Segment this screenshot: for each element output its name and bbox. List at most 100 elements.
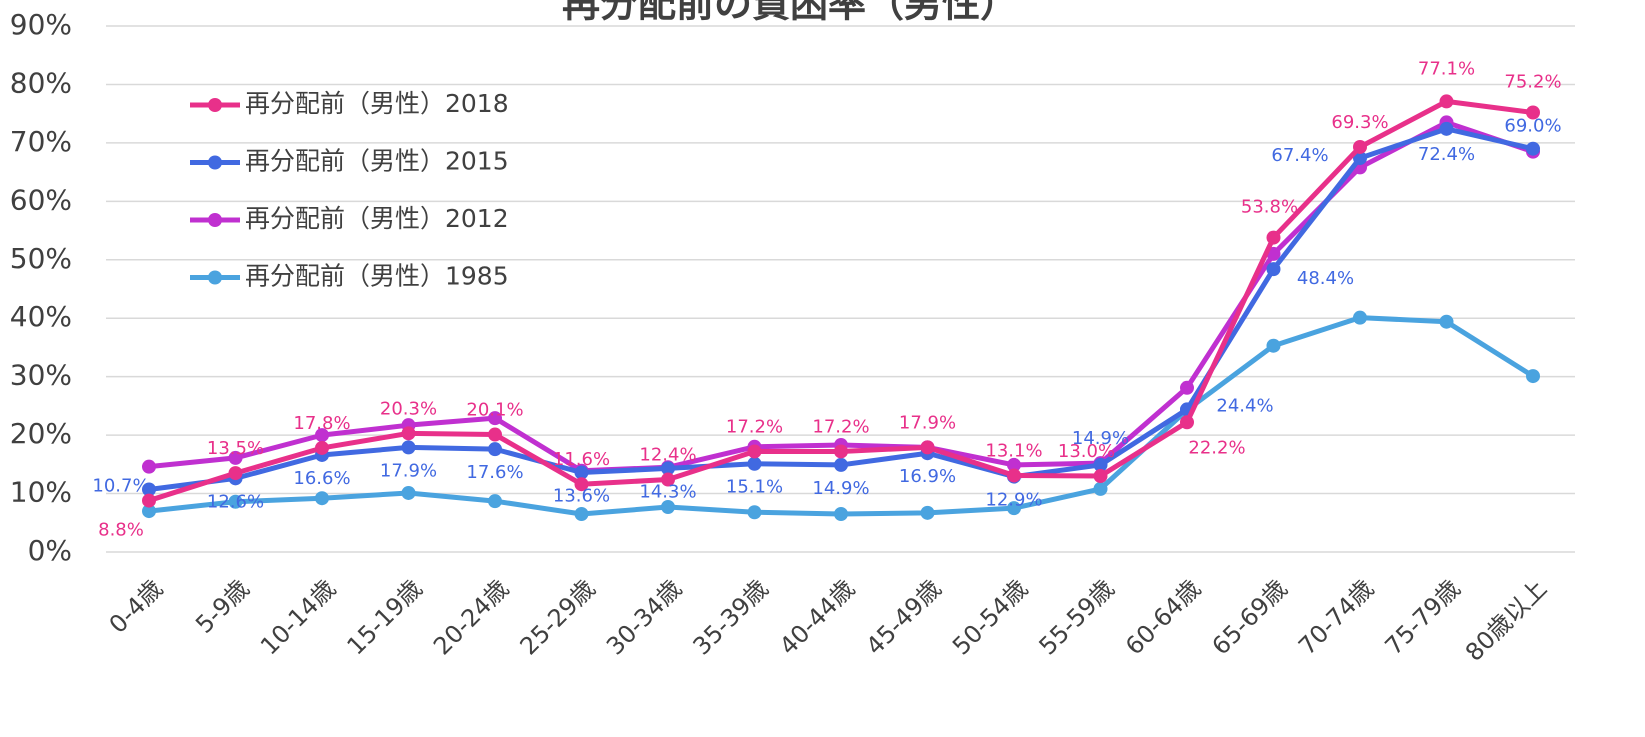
point [401, 426, 416, 441]
point [1526, 105, 1540, 120]
point [1180, 415, 1194, 430]
y-tick-label: 20% [10, 417, 72, 450]
data-label: 69.3% [1331, 112, 1388, 133]
point [142, 459, 156, 474]
point [661, 499, 675, 514]
legend-label: 再分配前（男性）2015 [245, 147, 509, 176]
point [834, 444, 848, 459]
legend-label: 再分配前（男性）1985 [245, 262, 509, 291]
data-label: 13.6% [553, 486, 610, 507]
data-label: 17.6% [466, 462, 523, 483]
point [315, 440, 329, 455]
point [920, 505, 935, 520]
legend-marker [208, 213, 222, 227]
point [401, 440, 416, 455]
y-tick-label: 30% [10, 359, 72, 392]
data-label: 75.2% [1504, 71, 1561, 92]
point [315, 428, 329, 443]
x-tick-label: 55-59歳 [1034, 574, 1120, 660]
x-tick-label: 60-64歳 [1120, 574, 1206, 660]
data-label: 72.4% [1418, 144, 1475, 165]
point [920, 440, 935, 455]
data-label: 13.1% [985, 440, 1042, 461]
point [747, 505, 762, 520]
x-tick-label: 20-24歳 [428, 574, 514, 660]
point [1007, 457, 1021, 472]
x-tick-label: 40-44歳 [774, 574, 860, 660]
point [488, 442, 502, 457]
data-label: 8.8% [98, 520, 144, 541]
point [1180, 380, 1194, 395]
point [488, 427, 502, 442]
point [1353, 139, 1367, 154]
data-label: 16.9% [899, 466, 956, 487]
x-tick-label: 50-54歳 [947, 574, 1033, 660]
data-label: 14.9% [1072, 428, 1129, 449]
point [834, 457, 848, 472]
x-tick-label: 80歳以上 [1460, 574, 1552, 666]
point [1007, 501, 1021, 516]
point [488, 411, 502, 426]
data-label: 16.6% [293, 468, 350, 489]
point [574, 465, 589, 480]
data-label: 48.4% [1297, 268, 1354, 289]
data-label: 10.7% [92, 475, 149, 496]
x-tick-label: 0-4歳 [104, 574, 168, 638]
x-tick-label: 75-79歳 [1380, 574, 1466, 660]
data-label: 17.2% [812, 416, 869, 437]
point [1093, 457, 1108, 472]
y-tick-label: 60% [10, 183, 72, 216]
point [1266, 262, 1281, 277]
x-tick-label: 45-49歳 [861, 574, 947, 660]
x-tick-label: 10-14歳 [255, 574, 341, 660]
data-label: 17.2% [726, 416, 783, 437]
data-label: 24.4% [1216, 395, 1273, 416]
point [142, 504, 156, 519]
point [747, 444, 762, 459]
data-label: 20.1% [466, 400, 523, 421]
point [142, 482, 156, 497]
point [1266, 338, 1281, 353]
y-tick-label: 50% [10, 242, 72, 275]
data-label: 14.3% [639, 481, 696, 502]
legend-marker [208, 98, 222, 112]
point [1439, 314, 1454, 329]
y-tick-label: 90% [10, 8, 72, 41]
point [1093, 481, 1108, 496]
point [1093, 469, 1108, 484]
legend-marker [208, 270, 222, 285]
point [1007, 468, 1021, 483]
y-tick-label: 0% [28, 534, 72, 567]
data-label: 15.1% [726, 477, 783, 498]
data-label: 17.9% [899, 412, 956, 433]
x-tick-label: 35-39歳 [688, 574, 774, 660]
data-label: 67.4% [1271, 145, 1328, 166]
legend-label: 再分配前（男性）2018 [245, 89, 509, 118]
data-label: 13.5% [207, 438, 264, 459]
legend-marker [208, 155, 222, 170]
x-tick-label: 65-69歳 [1207, 574, 1293, 660]
point [574, 477, 589, 492]
data-label: 11.6% [553, 449, 610, 470]
point [747, 456, 762, 471]
data-label: 22.2% [1188, 437, 1245, 458]
point [1439, 94, 1454, 109]
point [1266, 230, 1281, 245]
data-label: 14.9% [812, 478, 869, 499]
point [228, 494, 243, 509]
point [1526, 141, 1540, 156]
x-tick-label: 25-29歳 [515, 574, 601, 660]
data-label: 20.3% [380, 398, 437, 419]
point [574, 507, 589, 522]
data-label: 69.0% [1504, 116, 1561, 137]
point [488, 494, 502, 509]
x-tick-label: 70-74歳 [1293, 574, 1379, 660]
data-label: 13.0% [1058, 441, 1115, 462]
data-label: 17.8% [293, 413, 350, 434]
point [315, 491, 329, 506]
point [1526, 369, 1540, 384]
point [1353, 310, 1367, 325]
point [142, 493, 156, 508]
